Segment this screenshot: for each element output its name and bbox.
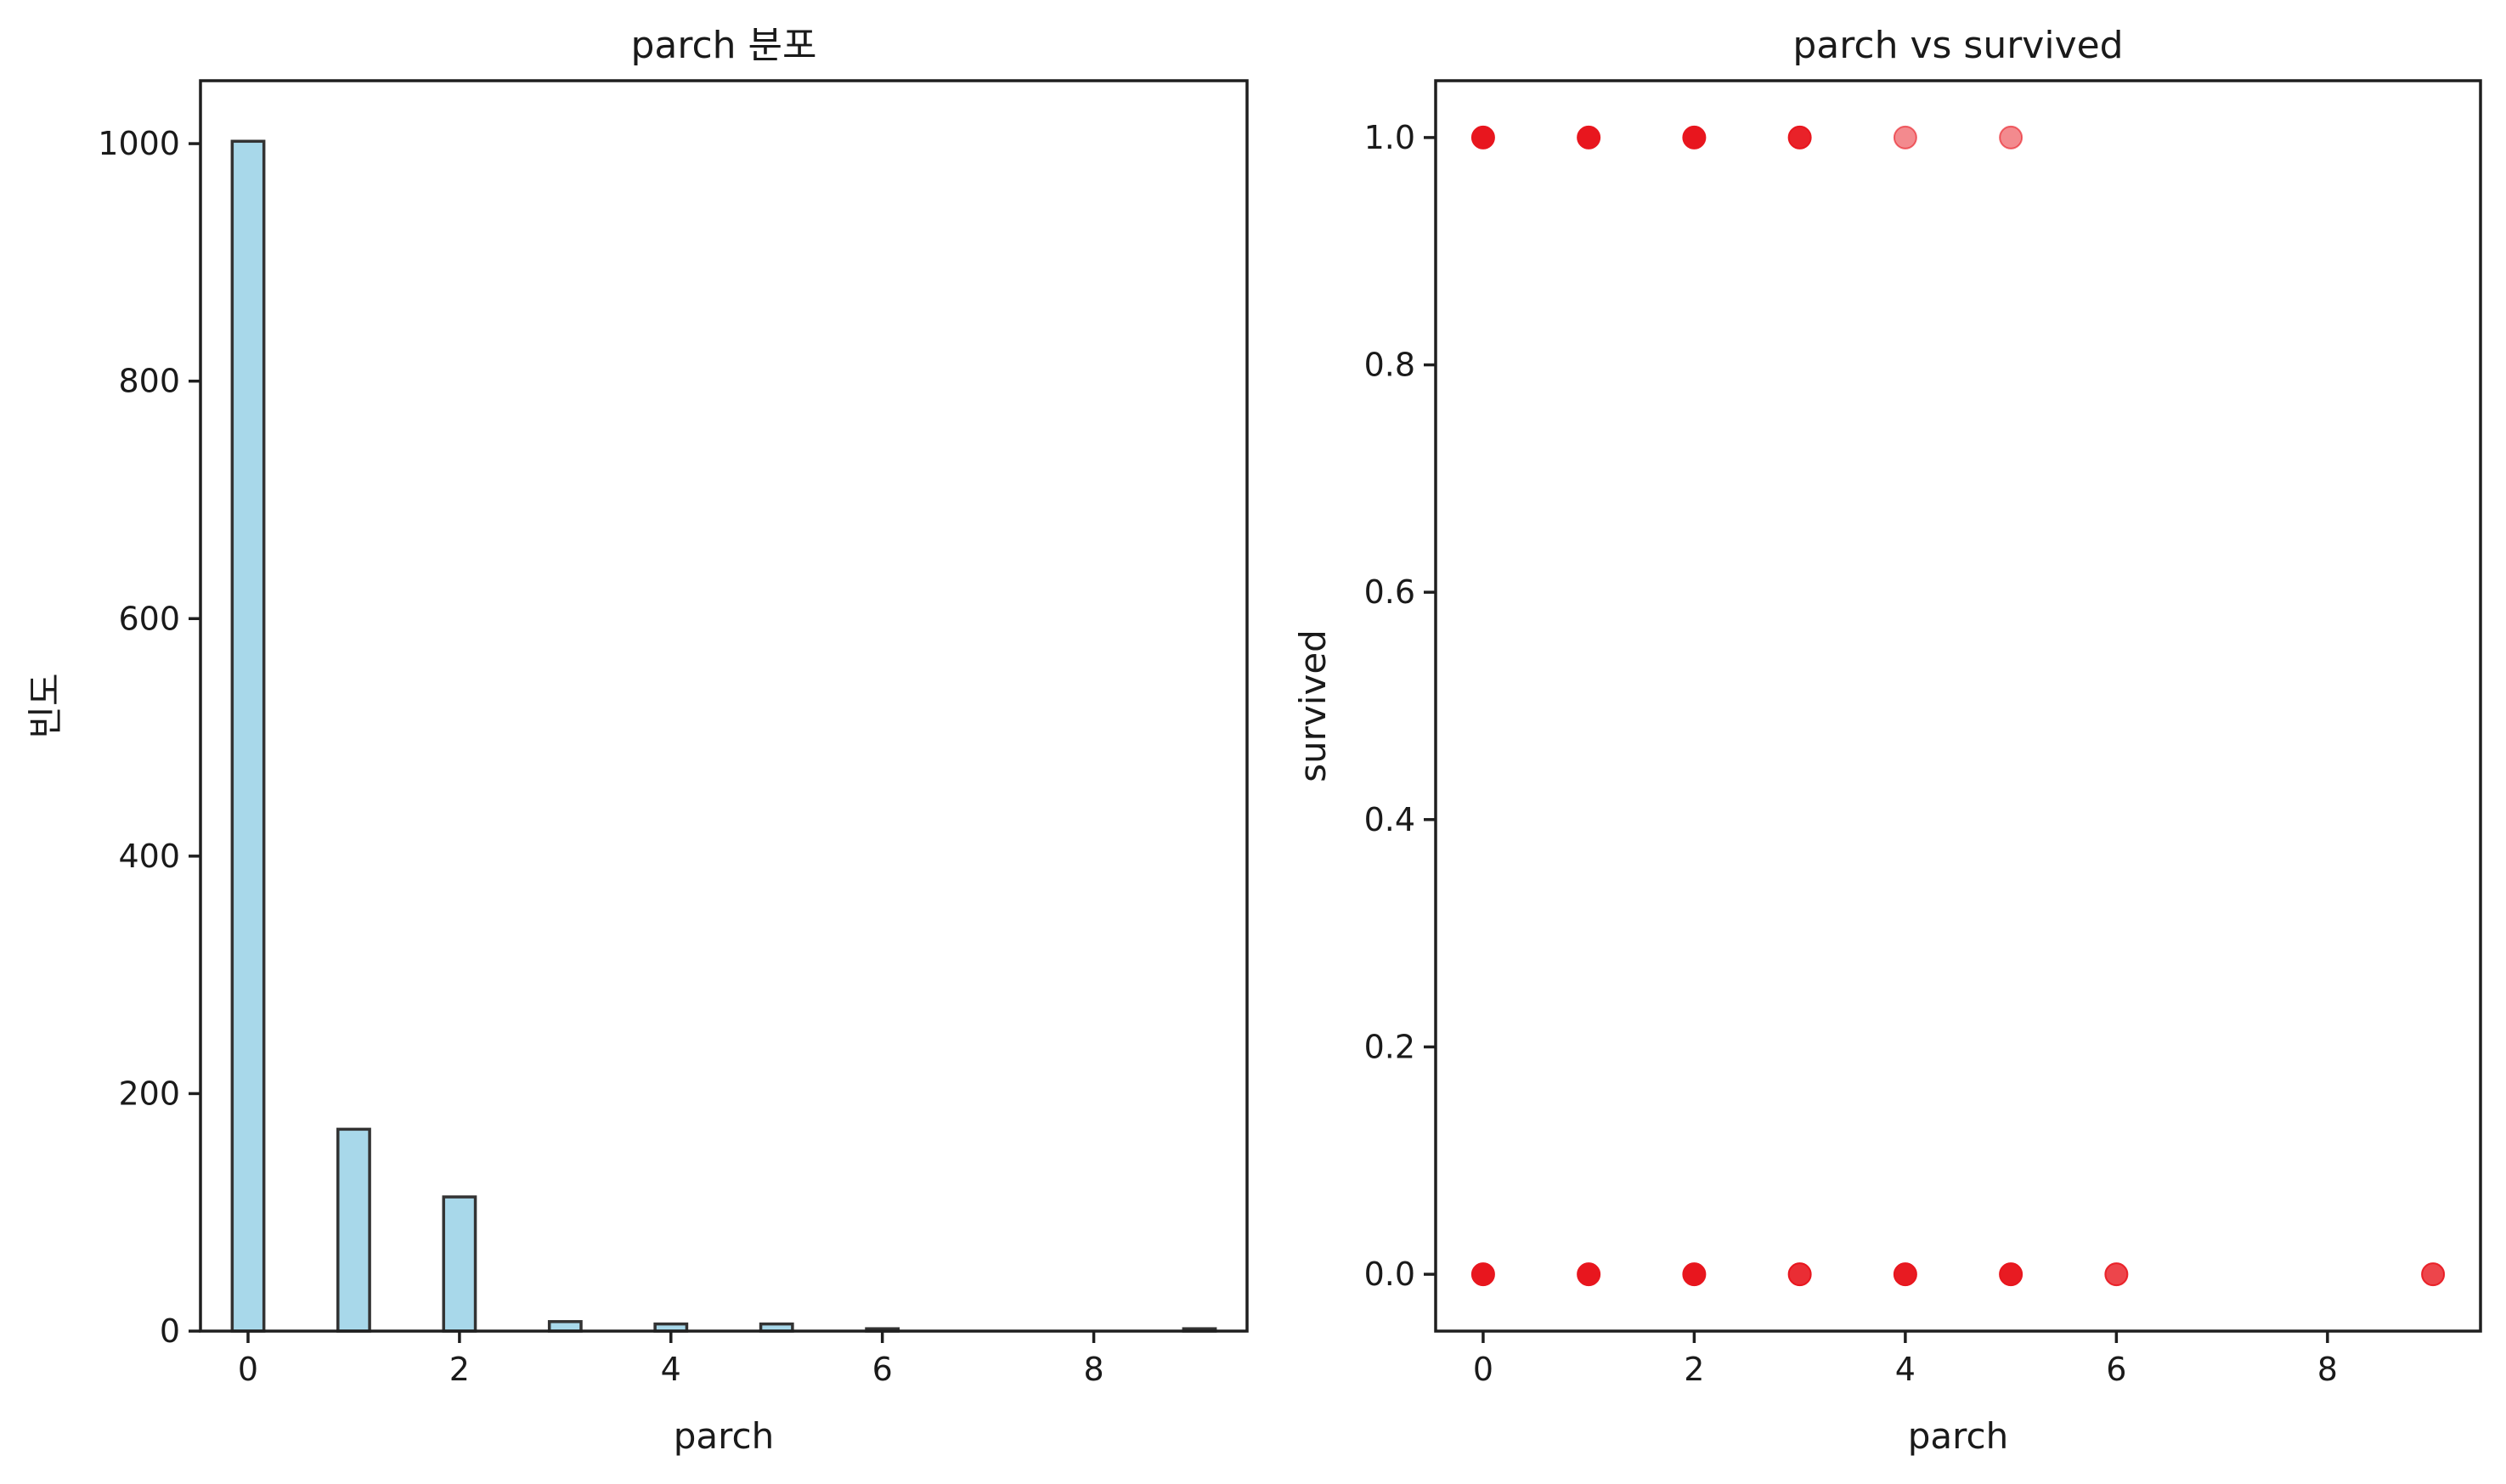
scatter-point-8 <box>1682 1262 1707 1287</box>
scatter-point-0 <box>1470 125 1495 150</box>
histogram-bar-2 <box>442 1195 477 1333</box>
histogram-y-tick-label-1000: 1000 <box>98 125 180 162</box>
scatter-y-tick-label-2: 0.4 <box>1364 801 1415 838</box>
scatter-y-axis-label: survived <box>1292 629 1334 782</box>
scatter-point-11 <box>1999 1262 2023 1287</box>
scatter-point-13 <box>2421 1262 2446 1287</box>
scatter-point-2 <box>1682 125 1707 150</box>
histogram-y-tick-label-400: 400 <box>118 838 180 875</box>
scatter-y-ticks: 0.0 0.2 0.4 0.6 0.8 1.0 <box>1364 119 1436 1293</box>
histogram-x-tick-label-2: 2 <box>449 1351 470 1388</box>
scatter-x-ticks: 0 2 4 6 8 <box>1473 1331 2338 1388</box>
scatter-x-tick-label-4: 4 <box>1895 1351 1916 1388</box>
histogram-y-ticks: 0 200 400 600 800 1000 <box>98 125 200 1350</box>
scatter-y-tick-label-1: 0.2 <box>1364 1028 1415 1065</box>
scatter-point-6 <box>1470 1262 1495 1287</box>
scatter-x-axis-label: parch <box>1908 1415 2008 1457</box>
histogram-y-axis-label: 빈도 <box>25 673 66 738</box>
histogram-bars <box>230 139 1217 1333</box>
histogram-x-tick-label-0: 0 <box>238 1351 258 1388</box>
histogram-bar-1 <box>336 1127 371 1333</box>
scatter-x-tick-label-8: 8 <box>2317 1351 2338 1388</box>
histogram-x-tick-label-8: 8 <box>1083 1351 1103 1388</box>
scatter-point-7 <box>1577 1262 1601 1287</box>
scatter-x-tick-label-0: 0 <box>1473 1351 1493 1388</box>
scatter-panel: parch vs survived 0 2 4 6 8 0.0 0.2 0.4 0.6 0.8 1… <box>1292 24 2482 1457</box>
scatter-point-1 <box>1577 125 1601 150</box>
scatter-point-5 <box>1999 125 2023 150</box>
scatter-x-tick-label-2: 2 <box>1684 1351 1704 1388</box>
scatter-y-tick-label-0: 0.0 <box>1364 1255 1415 1293</box>
scatter-points <box>1470 125 2446 1287</box>
histogram-panel: parch 분포 0 2 4 6 8 0 200 400 600 800 1000 parch 빈… <box>25 24 1249 1457</box>
scatter-point-10 <box>1893 1262 1917 1287</box>
histogram-y-tick-label-600: 600 <box>118 600 180 637</box>
scatter-x-tick-label-6: 6 <box>2106 1351 2126 1388</box>
histogram-title: parch 분포 <box>630 24 816 67</box>
histogram-x-axis-label: parch <box>674 1415 774 1457</box>
scatter-y-tick-label-3: 0.6 <box>1364 573 1415 611</box>
scatter-point-9 <box>1787 1262 1812 1287</box>
scatter-y-tick-label-5: 1.0 <box>1364 119 1415 156</box>
scatter-y-tick-label-4: 0.8 <box>1364 347 1415 384</box>
scatter-title: parch vs survived <box>1792 24 2123 67</box>
histogram-plot-frame <box>199 79 1249 1333</box>
scatter-plot-frame <box>1434 79 2482 1333</box>
histogram-y-tick-label-200: 200 <box>118 1075 180 1112</box>
histogram-y-tick-label-0: 0 <box>160 1312 180 1350</box>
histogram-x-tick-label-6: 6 <box>872 1351 893 1388</box>
scatter-point-3 <box>1787 125 1812 150</box>
scatter-point-12 <box>2104 1262 2129 1287</box>
histogram-bar-0 <box>230 139 266 1333</box>
histogram-x-tick-label-4: 4 <box>661 1351 681 1388</box>
scatter-point-4 <box>1893 125 1917 150</box>
histogram-y-tick-label-800: 800 <box>118 363 180 400</box>
histogram-x-ticks: 0 2 4 6 8 <box>238 1331 1104 1388</box>
